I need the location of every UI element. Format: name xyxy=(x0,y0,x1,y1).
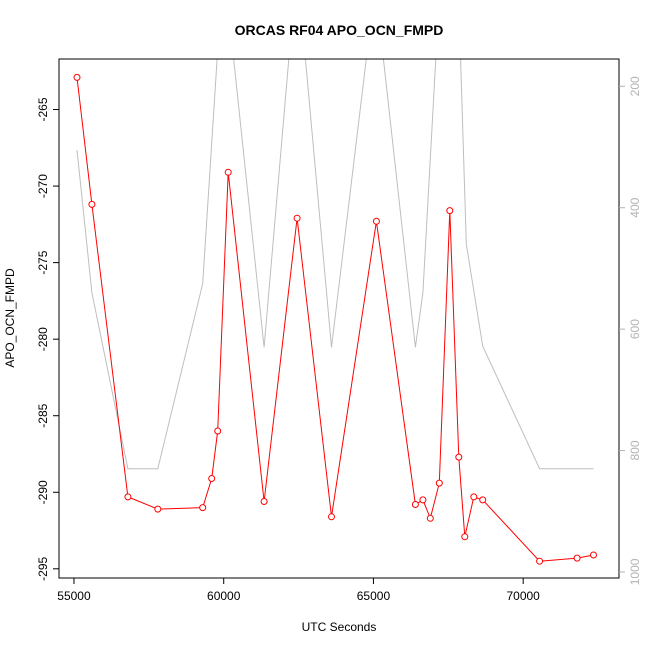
y-tick-label-3: -280 xyxy=(36,327,50,351)
data-point-19 xyxy=(470,493,478,501)
data-point-0 xyxy=(73,73,81,81)
x-tick-label-0: 55000 xyxy=(57,589,91,603)
y-tick-label-5: -290 xyxy=(36,480,50,504)
y-tick-label-0: -265 xyxy=(36,97,50,121)
data-point-6 xyxy=(214,427,222,435)
data-point-12 xyxy=(411,501,419,508)
y2-tick-label-0: 200 xyxy=(628,76,642,96)
y2-tick-label-1: 400 xyxy=(628,197,642,217)
y-tick-label-6: -295 xyxy=(36,556,50,580)
data-point-16 xyxy=(446,207,454,215)
plot-area: 55000 60000 65000 70000 -265 -270 -275 -280 -285… xyxy=(36,58,642,603)
y-tick-label-1: -270 xyxy=(36,174,50,198)
plot-frame xyxy=(58,58,620,579)
data-point-8 xyxy=(260,498,268,505)
data-point-15 xyxy=(435,479,443,487)
data-point-20 xyxy=(479,496,487,504)
data-point-18 xyxy=(461,533,469,541)
data-point-11 xyxy=(372,217,380,225)
y2-tick-label-4: 1000 xyxy=(628,558,642,585)
data-point-13 xyxy=(419,496,427,504)
y2-tick-label-3: 800 xyxy=(628,440,642,460)
series-secondary-line xyxy=(76,59,594,470)
y2-tick-label-2: 600 xyxy=(628,319,642,339)
x-tick-label-1: 60000 xyxy=(207,589,241,603)
data-point-17 xyxy=(455,453,463,461)
chart-title: ORCAS RF04 APO_OCN_FMPD xyxy=(235,22,444,38)
data-point-23 xyxy=(590,551,597,559)
data-point-1 xyxy=(88,200,96,208)
x-tick-label-3: 70000 xyxy=(506,589,540,603)
data-point-9 xyxy=(293,214,301,222)
x-tick-label-2: 65000 xyxy=(357,589,391,603)
data-point-4 xyxy=(199,504,207,512)
data-point-7 xyxy=(224,168,232,176)
y-axis-label: APO_OCN_FMPD xyxy=(3,268,17,368)
data-point-10 xyxy=(328,513,335,521)
data-point-3 xyxy=(154,505,162,513)
y-tick-label-4: -285 xyxy=(36,403,50,427)
data-point-14 xyxy=(426,514,434,522)
data-point-21 xyxy=(536,557,544,565)
data-point-22 xyxy=(573,554,581,562)
x-axis-label: UTC Seconds xyxy=(302,620,377,634)
y-tick-label-2: -275 xyxy=(36,250,50,274)
data-point-2 xyxy=(124,493,132,501)
data-point-5 xyxy=(208,475,216,482)
